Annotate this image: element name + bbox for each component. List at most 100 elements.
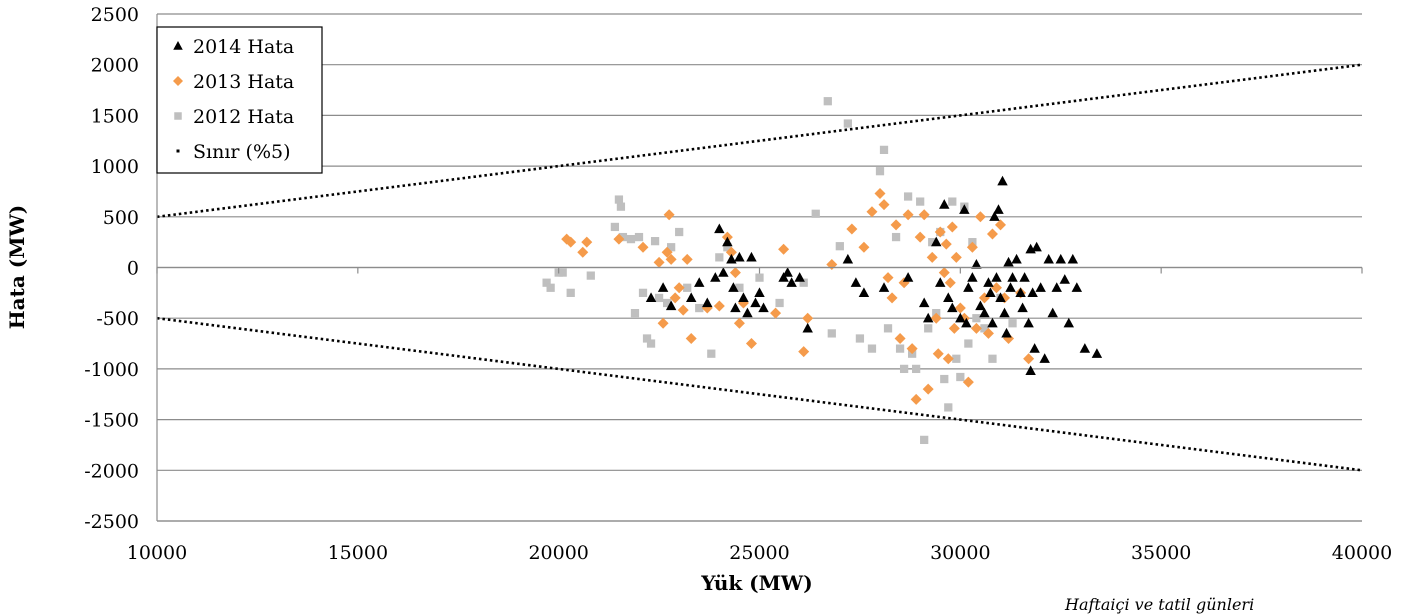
point-2012-hata [614,195,624,204]
point-2012-hata [630,309,640,318]
x-tick-label: 30000 [930,542,990,564]
point-2012-hata [972,314,981,323]
point-2013-hata [745,338,757,350]
point-2014-hata [918,297,930,308]
point-2012-hata [542,278,551,287]
point-2013-hata [713,300,725,312]
point-2012-hata [940,374,949,384]
point-2012-hata [610,222,620,232]
legend-marker [173,41,183,50]
y-tick-label: -500 [96,308,139,330]
point-2013-hata [962,376,974,388]
x-tick-label: 25000 [729,542,789,564]
point-2013-hata [890,219,902,231]
point-2013-hata [663,209,675,221]
legend: 2014 Hata 2013 Hata 2012 Hata Sınır (%5) [156,26,323,174]
x-tick-labels: 10000 15000 20000 25000 30000 35000 40000 [127,542,1392,564]
x-axis-title: Yük (MW) [700,571,812,595]
point-2014-hata [1019,272,1030,282]
x-tick-label: 40000 [1332,542,1392,564]
point-2013-hata [954,302,966,314]
point-2014-hata [702,297,713,308]
point-2013-hata [995,219,1006,231]
point-2014-hata [685,292,697,303]
y-tick-label: 2000 [91,55,139,77]
footnote: Haftaiçi ve tatil günleri [1064,595,1254,614]
y-tick-label: 1000 [91,156,139,178]
point-2012-hata [988,354,997,363]
point-2014-hata [959,204,970,214]
point-2014-hata [985,287,996,297]
point-2012-hata [867,344,877,353]
point-2014-hata [1015,287,1026,297]
point-2013-hata [637,241,649,253]
point-2014-hata [1079,343,1091,353]
point-2012-hata [952,354,961,363]
point-2012-hata [654,293,664,303]
point-2014-hata [754,287,765,297]
y-tick-label: 2500 [91,4,139,26]
x-tick-label: 15000 [328,542,388,564]
x-tick-label: 20000 [528,542,588,564]
point-2013-hata [882,272,894,284]
legend-item-2013-hata: 2013 Hata [193,71,294,93]
point-2012-hata [642,334,652,343]
data-points [542,97,1103,445]
point-2014-hata [1063,317,1075,328]
legend-marker [174,112,182,120]
point-2014-hata [694,277,705,287]
point-2014-hata [963,282,974,292]
point-2014-hata [718,267,729,277]
point-2014-hata [794,272,805,282]
point-2013-hata [932,348,944,360]
point-2014-hata [1029,343,1040,353]
point-2013-hata [986,228,998,240]
point-2012-hata [855,334,865,343]
point-2014-hata [665,300,677,311]
point-2013-hata [733,317,745,329]
point-2013-hata [802,312,814,324]
point-2014-hata [730,302,741,313]
point-2013-hata [725,246,737,258]
point-2013-hata [934,226,946,238]
point-2012-hata [626,234,636,244]
point-2014-hata [971,258,982,269]
point-2013-hata [974,211,986,223]
point-2012-hata [683,283,692,292]
point-2014-hata [758,302,769,313]
point-2013-hata [910,393,922,405]
point-2013-hata [770,307,782,319]
point-2013-hata [874,187,886,199]
point-2014-hata [1003,256,1014,267]
point-2014-hata [939,199,950,209]
point-2013-hata [565,236,577,248]
boundary-line [156,316,1363,472]
point-2013-hata [918,209,930,221]
point-2014-hata [742,307,753,318]
point-2014-hata [1005,282,1016,292]
point-2013-hata [858,241,870,253]
x-tick-label: 10000 [127,542,187,564]
point-2014-hata [1011,253,1022,264]
point-2014-hata [734,251,745,262]
point-2013-hata [798,346,810,358]
point-2012-hata [891,232,901,242]
point-2014-hata [802,322,813,333]
point-2013-hata [613,233,625,245]
point-2014-hata [710,272,721,282]
point-2012-hata [667,243,676,252]
point-2014-hata [786,277,797,287]
point-2013-hata [922,383,934,395]
legend-item-2012-hata: 2012 Hata [193,106,294,128]
point-2014-hata [1043,253,1054,264]
point-2013-hata [1023,353,1035,365]
point-2014-hata [931,236,942,247]
point-2013-hata [930,312,942,324]
point-2013-hata [677,304,689,316]
point-2012-hata [675,227,684,237]
point-2014-hata [858,287,870,297]
point-2014-hata [961,317,972,328]
point-2012-hata [775,298,784,308]
point-2012-hata [883,324,893,333]
point-2014-hata [1055,253,1066,264]
